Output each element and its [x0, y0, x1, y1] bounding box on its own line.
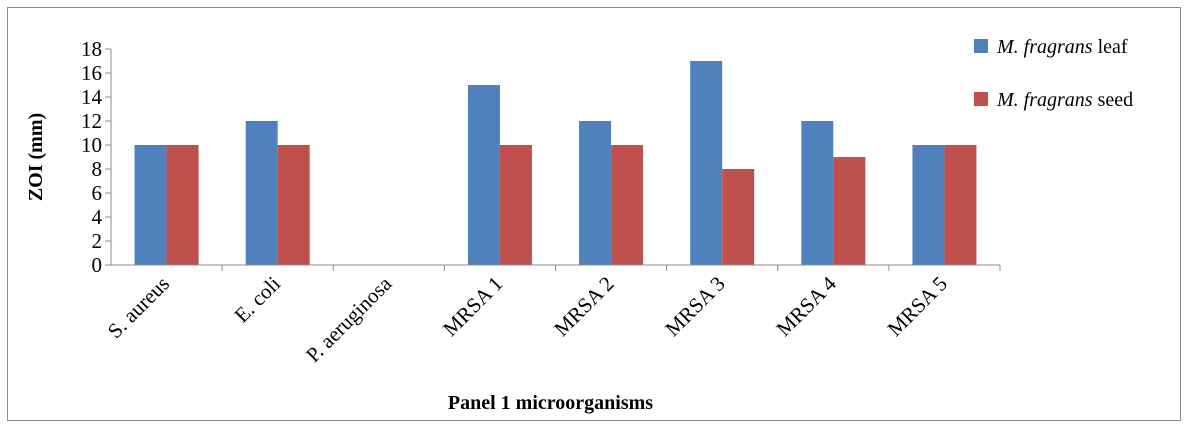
y-axis-title: ZOI (mm) — [25, 113, 47, 201]
bar-seed — [944, 145, 977, 265]
bars-group — [134, 61, 977, 265]
x-category-label: MRSA 5 — [883, 272, 952, 341]
x-axis-category-labels: S. aureus E. coli P. aeruginosa MRSA 1 MRSA … — [103, 271, 952, 367]
bar-leaf — [912, 145, 945, 265]
legend-label-italic: M. fragrans — [996, 89, 1093, 111]
legend-swatch-leaf — [974, 39, 988, 53]
bar-leaf — [245, 121, 278, 265]
bar-seed — [833, 157, 866, 265]
legend-label-seed: M. fragrans seed — [996, 89, 1133, 111]
bar-seed — [611, 145, 644, 265]
y-tick-label: 16 — [81, 61, 102, 85]
legend-label-italic: M. fragrans — [996, 36, 1093, 58]
x-category-label: MRSA 1 — [438, 272, 507, 341]
bar-leaf — [134, 145, 167, 265]
bar-leaf — [801, 121, 834, 265]
y-tick-label: 4 — [92, 205, 103, 229]
bar-seed — [722, 169, 755, 265]
y-tick-label: 18 — [81, 37, 102, 61]
legend-label-plain: leaf — [1093, 36, 1128, 58]
bar-leaf — [579, 121, 612, 265]
x-category-label: MRSA 4 — [771, 271, 841, 341]
y-tick-label: 10 — [81, 133, 102, 157]
legend-label-plain: seed — [1093, 89, 1134, 111]
bar-seed — [277, 145, 310, 265]
bar-leaf — [690, 61, 723, 265]
x-category-label: P. aeruginosa — [301, 271, 397, 367]
bar-leaf — [467, 85, 500, 265]
chart-frame: 0 2 4 6 8 10 12 14 16 18 S. aureus E. coli P. aerug… — [7, 7, 1181, 421]
x-category-label: MRSA 3 — [660, 272, 729, 341]
legend-swatch-seed — [974, 92, 988, 106]
x-category-label: E. coli — [229, 271, 285, 327]
y-tick-label: 14 — [81, 85, 103, 109]
legend-label-leaf: M. fragrans leaf — [996, 36, 1128, 58]
x-category-label: MRSA 2 — [549, 272, 618, 341]
y-tick-label: 8 — [92, 157, 103, 181]
y-tick-label: 2 — [92, 229, 103, 253]
y-tick-label: 6 — [92, 181, 103, 205]
bar-seed — [166, 145, 199, 265]
x-axis-ticks — [221, 265, 1001, 271]
x-axis-title: Panel 1 microorganisms — [448, 392, 653, 414]
x-category-label: S. aureus — [103, 272, 174, 343]
bar-seed — [499, 145, 532, 265]
y-tick-label: 12 — [81, 109, 102, 133]
y-tick-label: 0 — [92, 253, 103, 277]
